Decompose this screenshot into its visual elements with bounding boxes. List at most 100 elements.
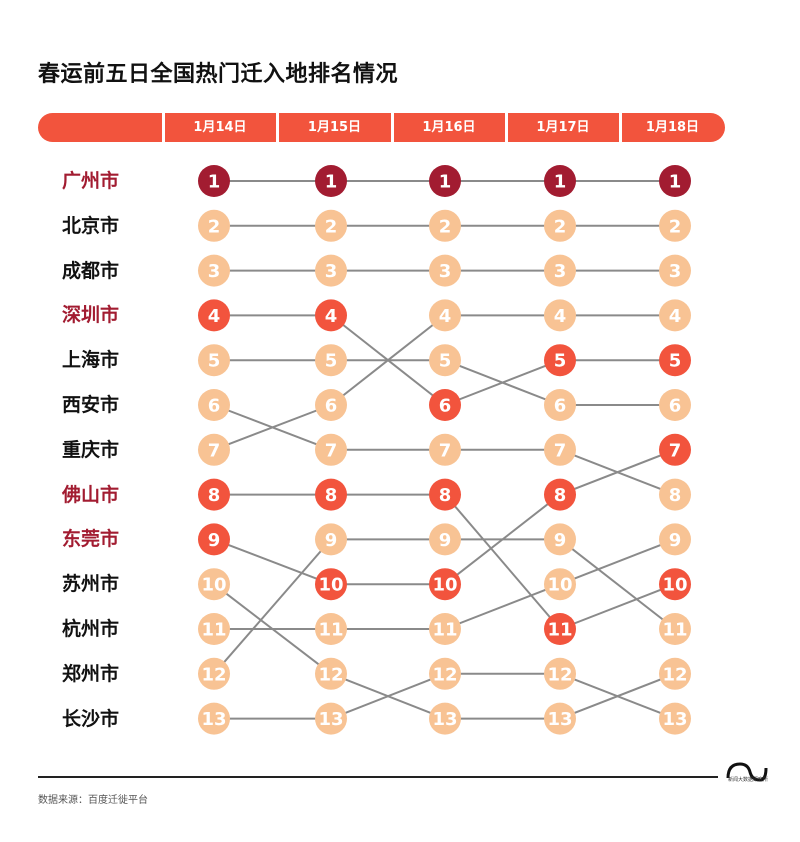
rank-value: 7 bbox=[208, 440, 221, 461]
rank-line bbox=[559, 672, 676, 720]
rank-line bbox=[559, 538, 676, 630]
rank-marker bbox=[315, 657, 347, 690]
rank-value: 4 bbox=[669, 306, 682, 327]
rank-marker bbox=[429, 254, 461, 287]
data-source: 数据来源：百度迁徙平台 bbox=[38, 795, 148, 806]
rank-value: 8 bbox=[325, 485, 338, 506]
rank-value: 5 bbox=[669, 351, 682, 372]
rank-marker bbox=[429, 657, 461, 690]
date-separator bbox=[505, 113, 508, 142]
rank-value: 7 bbox=[439, 440, 452, 461]
rank-marker bbox=[198, 344, 230, 377]
rank-marker bbox=[198, 702, 230, 735]
rank-marker bbox=[198, 389, 230, 421]
rank-value: 9 bbox=[439, 530, 452, 551]
rank-marker bbox=[198, 523, 230, 556]
footer-divider bbox=[38, 776, 718, 778]
rank-value: 11 bbox=[318, 620, 343, 641]
rank-marker bbox=[544, 568, 576, 601]
rank-marker bbox=[659, 389, 691, 421]
date-separator bbox=[162, 113, 165, 142]
city-label: 长沙市 bbox=[62, 707, 120, 730]
rank-value: 2 bbox=[669, 216, 682, 237]
rank-value: 13 bbox=[432, 709, 457, 730]
date-label: 1月15日 bbox=[307, 120, 362, 135]
rank-value: 12 bbox=[318, 664, 343, 685]
date-label: 1月17日 bbox=[536, 120, 590, 135]
rank-marker bbox=[198, 299, 230, 332]
rank-marker bbox=[198, 209, 230, 242]
rank-value: 10 bbox=[318, 575, 343, 596]
rank-value: 11 bbox=[662, 620, 687, 641]
rank-value: 5 bbox=[325, 351, 338, 372]
rank-value: 9 bbox=[554, 530, 567, 551]
rank-marker bbox=[659, 165, 691, 197]
rank-marker bbox=[429, 344, 461, 377]
rank-marker bbox=[659, 613, 691, 645]
rank-line bbox=[330, 314, 446, 406]
rank-value: 8 bbox=[669, 485, 682, 506]
rank-value: 6 bbox=[208, 396, 221, 417]
rank-value: 11 bbox=[432, 620, 457, 641]
rank-marker bbox=[659, 254, 691, 287]
city-label: 重庆市 bbox=[62, 438, 120, 461]
city-label: 成都市 bbox=[62, 259, 120, 282]
date-label: 1月16日 bbox=[422, 120, 476, 135]
city-label: 东莞市 bbox=[62, 528, 120, 551]
city-label: 深圳市 bbox=[62, 304, 120, 327]
rank-marker bbox=[315, 613, 347, 645]
rank-marker bbox=[198, 254, 230, 287]
rank-marker bbox=[429, 478, 461, 511]
rank-value: 13 bbox=[201, 709, 226, 730]
rank-value: 10 bbox=[662, 575, 687, 596]
brand-name: 新闻大数据研究所 bbox=[727, 777, 768, 783]
rank-value: 4 bbox=[439, 306, 452, 327]
rank-marker bbox=[315, 299, 347, 332]
rank-marker bbox=[315, 433, 347, 466]
rank-marker bbox=[315, 478, 347, 511]
rank-marker bbox=[429, 568, 461, 601]
rank-marker bbox=[198, 657, 230, 690]
rank-value: 3 bbox=[439, 261, 452, 282]
rank-value: 3 bbox=[669, 261, 682, 282]
rank-value: 5 bbox=[208, 351, 221, 372]
rank-value: 13 bbox=[547, 709, 572, 730]
rank-marker bbox=[659, 657, 691, 690]
rank-value: 11 bbox=[547, 620, 572, 641]
rank-value: 11 bbox=[201, 620, 226, 641]
rank-line bbox=[213, 538, 332, 586]
rank-value: 1 bbox=[325, 172, 338, 193]
rank-value: 8 bbox=[554, 485, 567, 506]
rank-value: 2 bbox=[439, 216, 452, 237]
rank-marker bbox=[659, 433, 691, 466]
rank-value: 1 bbox=[439, 172, 452, 193]
rank-value: 3 bbox=[208, 261, 221, 282]
rank-marker bbox=[429, 389, 461, 421]
date-separator bbox=[276, 113, 279, 142]
rank-marker bbox=[315, 389, 347, 421]
date-separator bbox=[619, 113, 622, 142]
rank-value: 2 bbox=[554, 216, 567, 237]
rank-marker bbox=[659, 702, 691, 735]
rank-value: 4 bbox=[208, 306, 221, 327]
rank-line bbox=[444, 583, 561, 630]
rank-value: 6 bbox=[325, 396, 338, 417]
rank-value: 7 bbox=[325, 440, 338, 461]
rank-value: 9 bbox=[325, 530, 338, 551]
rank-line bbox=[213, 538, 332, 675]
rank-marker bbox=[315, 165, 347, 197]
rank-value: 7 bbox=[554, 440, 567, 461]
rank-value: 1 bbox=[208, 172, 221, 193]
rank-marker bbox=[198, 568, 230, 601]
date-header-bar bbox=[38, 113, 725, 142]
rank-marker bbox=[429, 165, 461, 197]
rank-value: 5 bbox=[439, 351, 452, 372]
rank-marker bbox=[544, 389, 576, 421]
city-label: 广州市 bbox=[62, 170, 120, 192]
rank-line bbox=[213, 404, 332, 451]
rank-marker bbox=[544, 478, 576, 511]
rank-value: 1 bbox=[554, 172, 567, 193]
rank-marker bbox=[659, 299, 691, 332]
rank-value: 5 bbox=[554, 351, 567, 372]
rank-marker bbox=[544, 433, 576, 466]
